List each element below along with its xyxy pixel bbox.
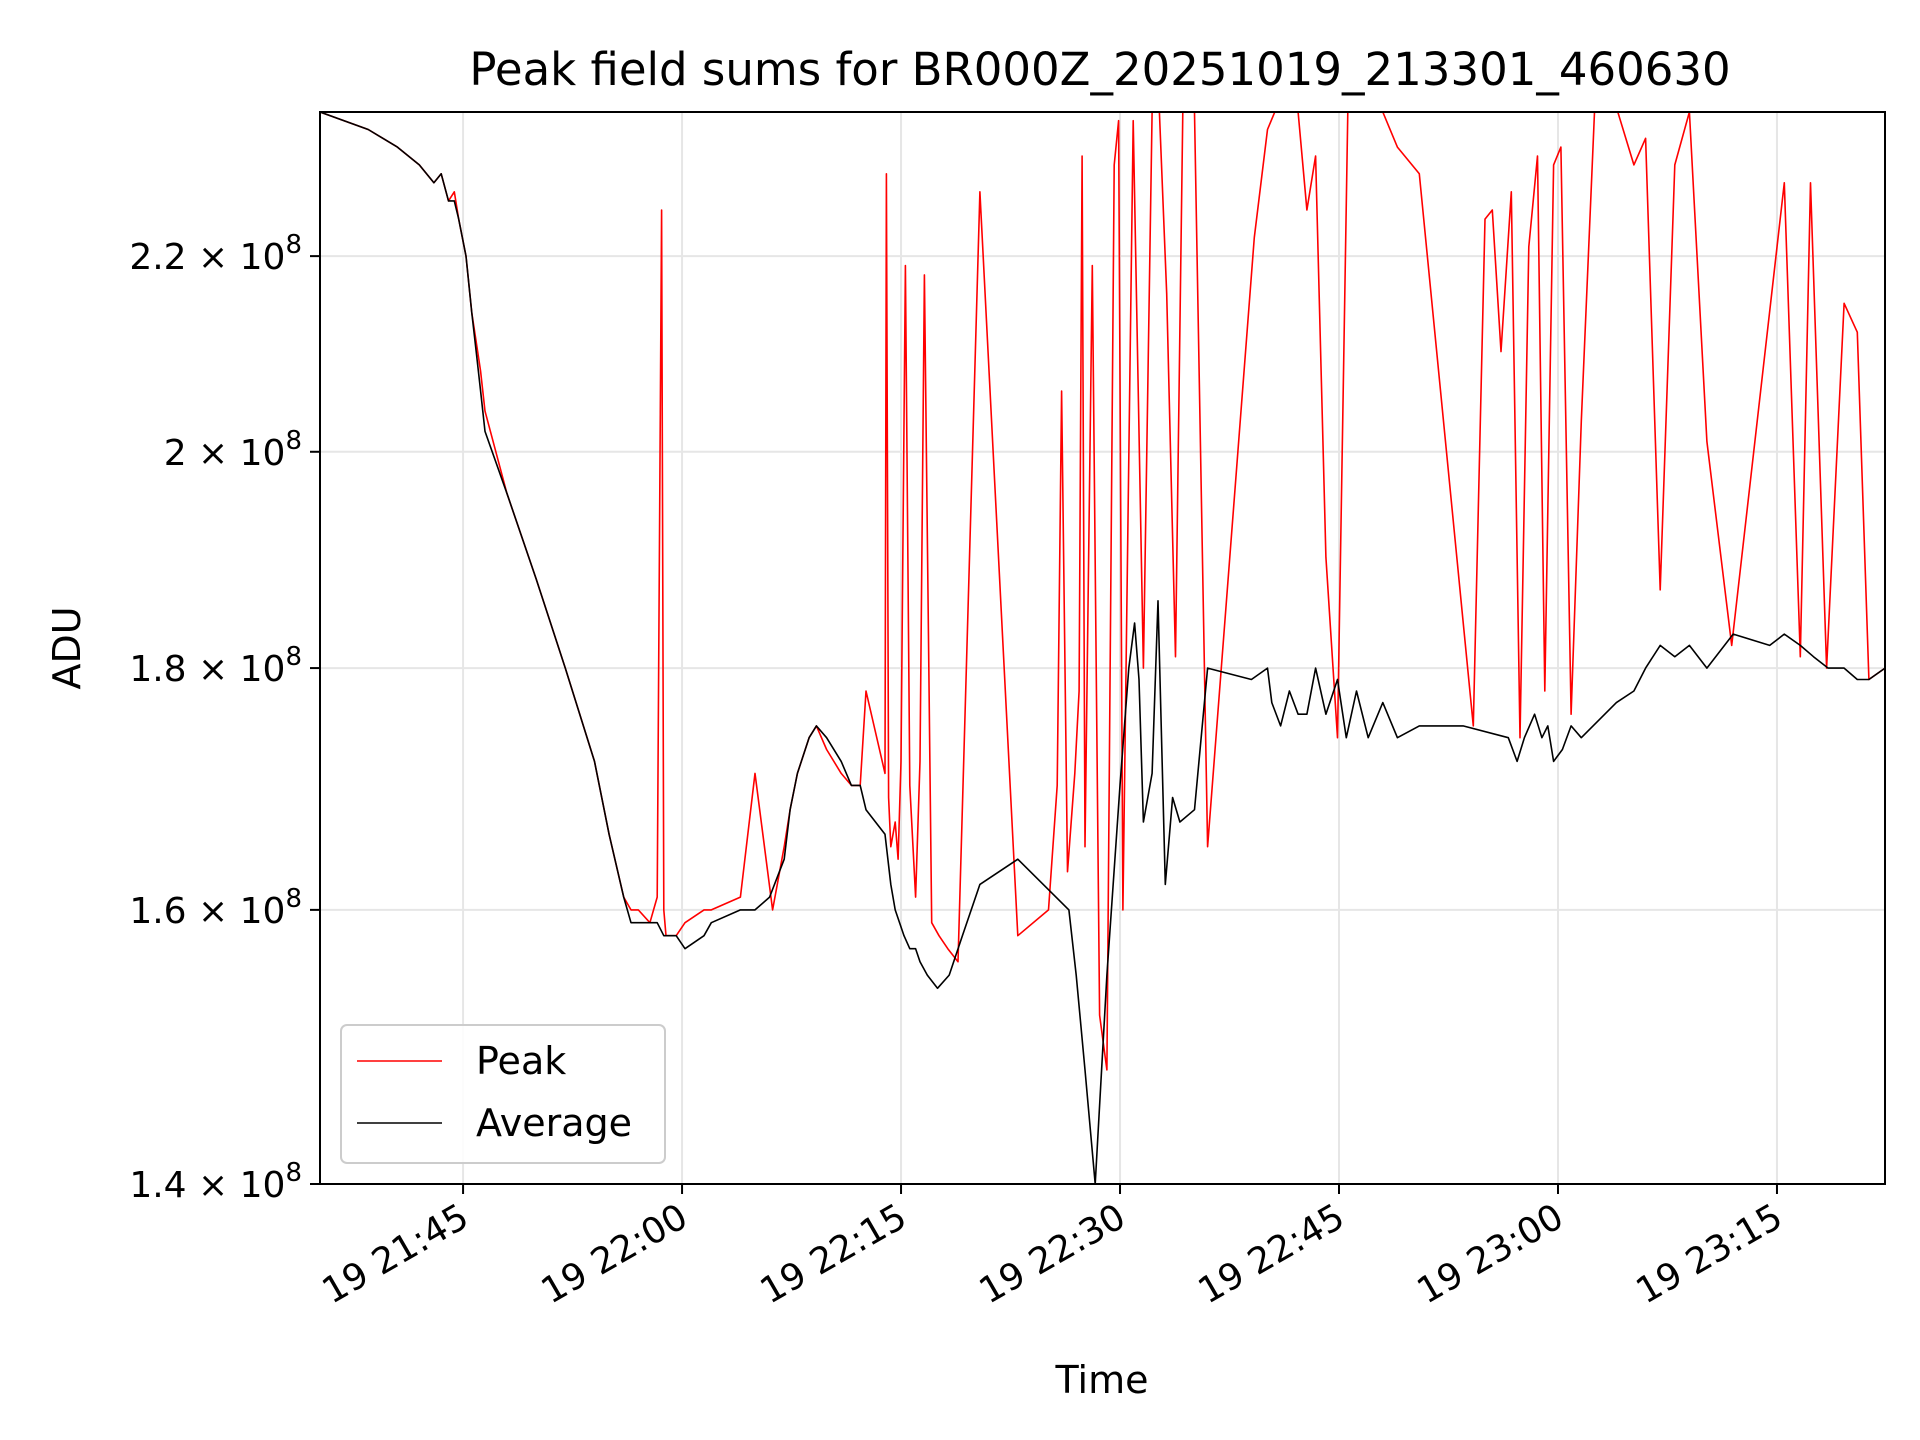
y-tick-mantissa: 1.8 × 10 xyxy=(129,649,285,690)
y-tick-mantissa: 1.6 × 10 xyxy=(129,891,285,932)
y-tick-exponent: 8 xyxy=(285,642,302,672)
y-tick-mantissa: 2.2 × 10 xyxy=(129,237,285,278)
legend-label-peak: Peak xyxy=(476,1039,566,1083)
plot-frame xyxy=(319,111,1886,1185)
y-tick-label: 1.4 × 108 xyxy=(129,1158,302,1206)
plot-area xyxy=(319,111,1886,1185)
y-tick-label: 1.8 × 108 xyxy=(129,642,302,690)
y-axis-title: ADU xyxy=(45,606,89,689)
legend: Peak Average xyxy=(340,1024,666,1164)
series-line-average xyxy=(320,112,1885,1184)
legend-label-average: Average xyxy=(476,1101,632,1145)
legend-box xyxy=(340,1024,666,1164)
y-tick-label: 2.2 × 108 xyxy=(129,230,302,278)
y-tick-exponent: 8 xyxy=(285,230,302,260)
y-tick-mantissa: 1.4 × 10 xyxy=(129,1165,285,1206)
y-tick-exponent: 8 xyxy=(285,884,302,914)
y-tick-exponent: 8 xyxy=(285,1158,302,1188)
series-line-peak xyxy=(320,112,1885,1071)
y-tick-label: 1.6 × 108 xyxy=(129,884,302,932)
y-tick-mantissa: 2 × 10 xyxy=(164,433,286,474)
plot-background xyxy=(320,112,1885,1184)
y-tick-exponent: 8 xyxy=(285,426,302,456)
y-tick-label: 2 × 108 xyxy=(164,426,302,474)
x-axis-title: Time xyxy=(1055,1358,1149,1402)
series-layer xyxy=(320,112,1885,1184)
grid xyxy=(320,112,1885,1185)
chart-title: Peak field sums for BR000Z_20251019_2133… xyxy=(469,43,1730,96)
